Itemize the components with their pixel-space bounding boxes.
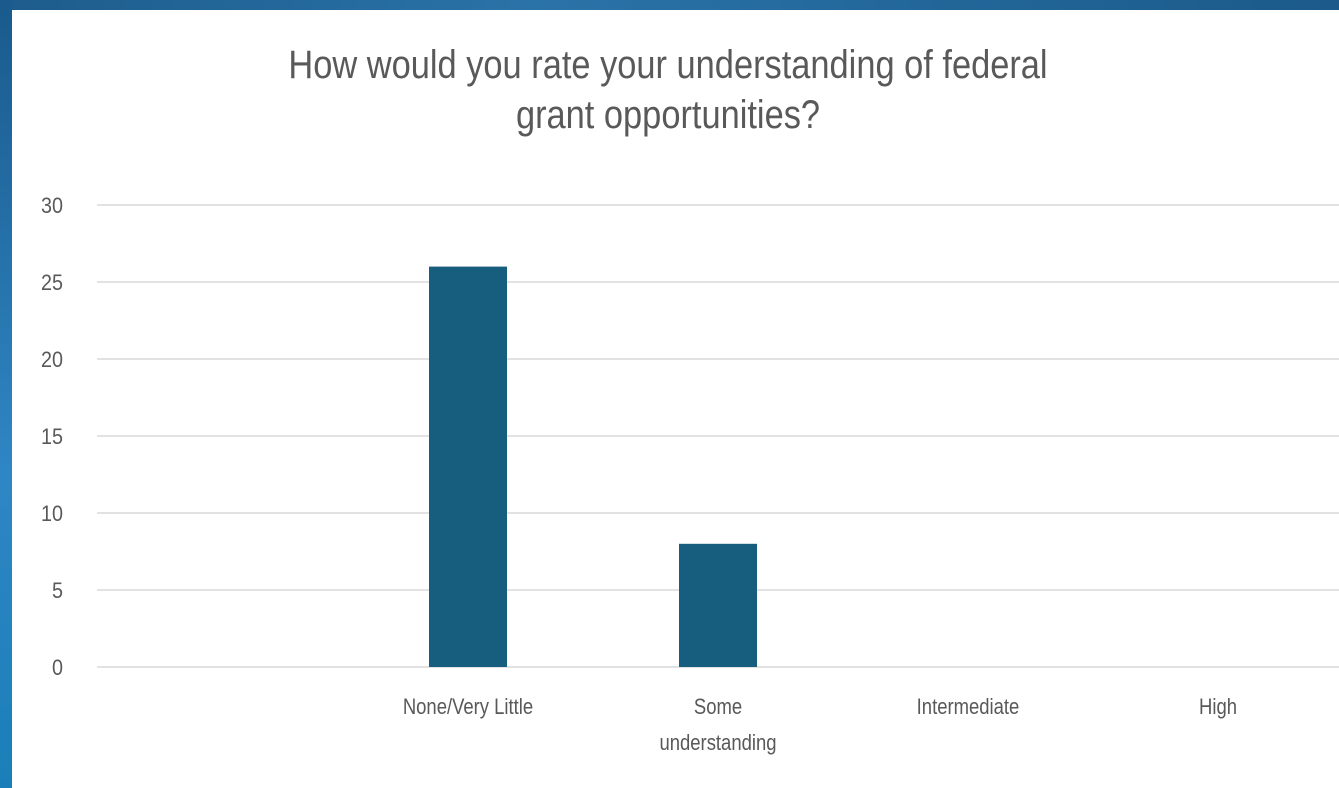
x-tick-label: High [1199, 696, 1237, 720]
chart-title-line-2: grant opportunities? [515, 93, 821, 137]
chart-title: How would you rate your understanding of… [94, 40, 1243, 140]
y-tick-label: 5 [52, 578, 63, 603]
y-tick-label: 0 [52, 655, 63, 680]
slide-left-border [0, 0, 12, 788]
y-tick-label: 10 [41, 501, 63, 526]
y-tick-label: 30 [41, 193, 63, 218]
x-tick-label: understanding [659, 732, 776, 756]
chart-panel [12, 10, 1339, 788]
x-tick-label: None/Very Little [403, 696, 533, 720]
y-tick-label: 25 [41, 270, 63, 295]
x-tick-label: Intermediate [917, 696, 1020, 720]
chart-title-line-1: How would you rate your understanding of… [288, 43, 1048, 87]
bar [429, 266, 507, 667]
y-tick-label: 15 [41, 424, 63, 449]
bar [679, 543, 757, 667]
x-tick-label: Some [694, 696, 742, 720]
y-tick-label: 20 [41, 347, 63, 372]
